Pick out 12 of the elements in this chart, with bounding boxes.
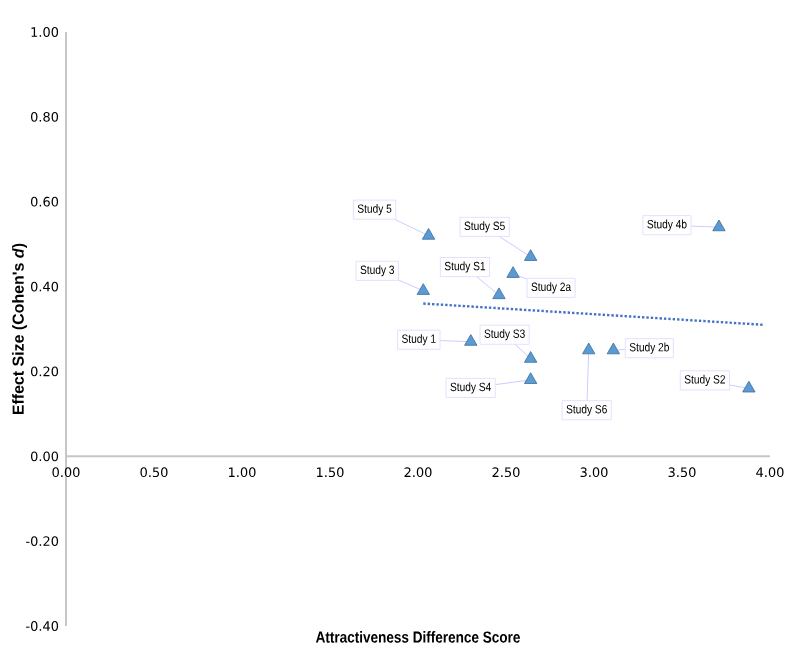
point (606, 342, 620, 355)
point (524, 351, 538, 363)
point (582, 342, 596, 355)
point (416, 283, 430, 295)
point (421, 228, 436, 240)
point (492, 287, 506, 300)
point (506, 266, 520, 278)
point (524, 249, 538, 261)
point (742, 380, 756, 393)
point (524, 372, 538, 384)
point (464, 334, 478, 346)
point (712, 219, 726, 232)
